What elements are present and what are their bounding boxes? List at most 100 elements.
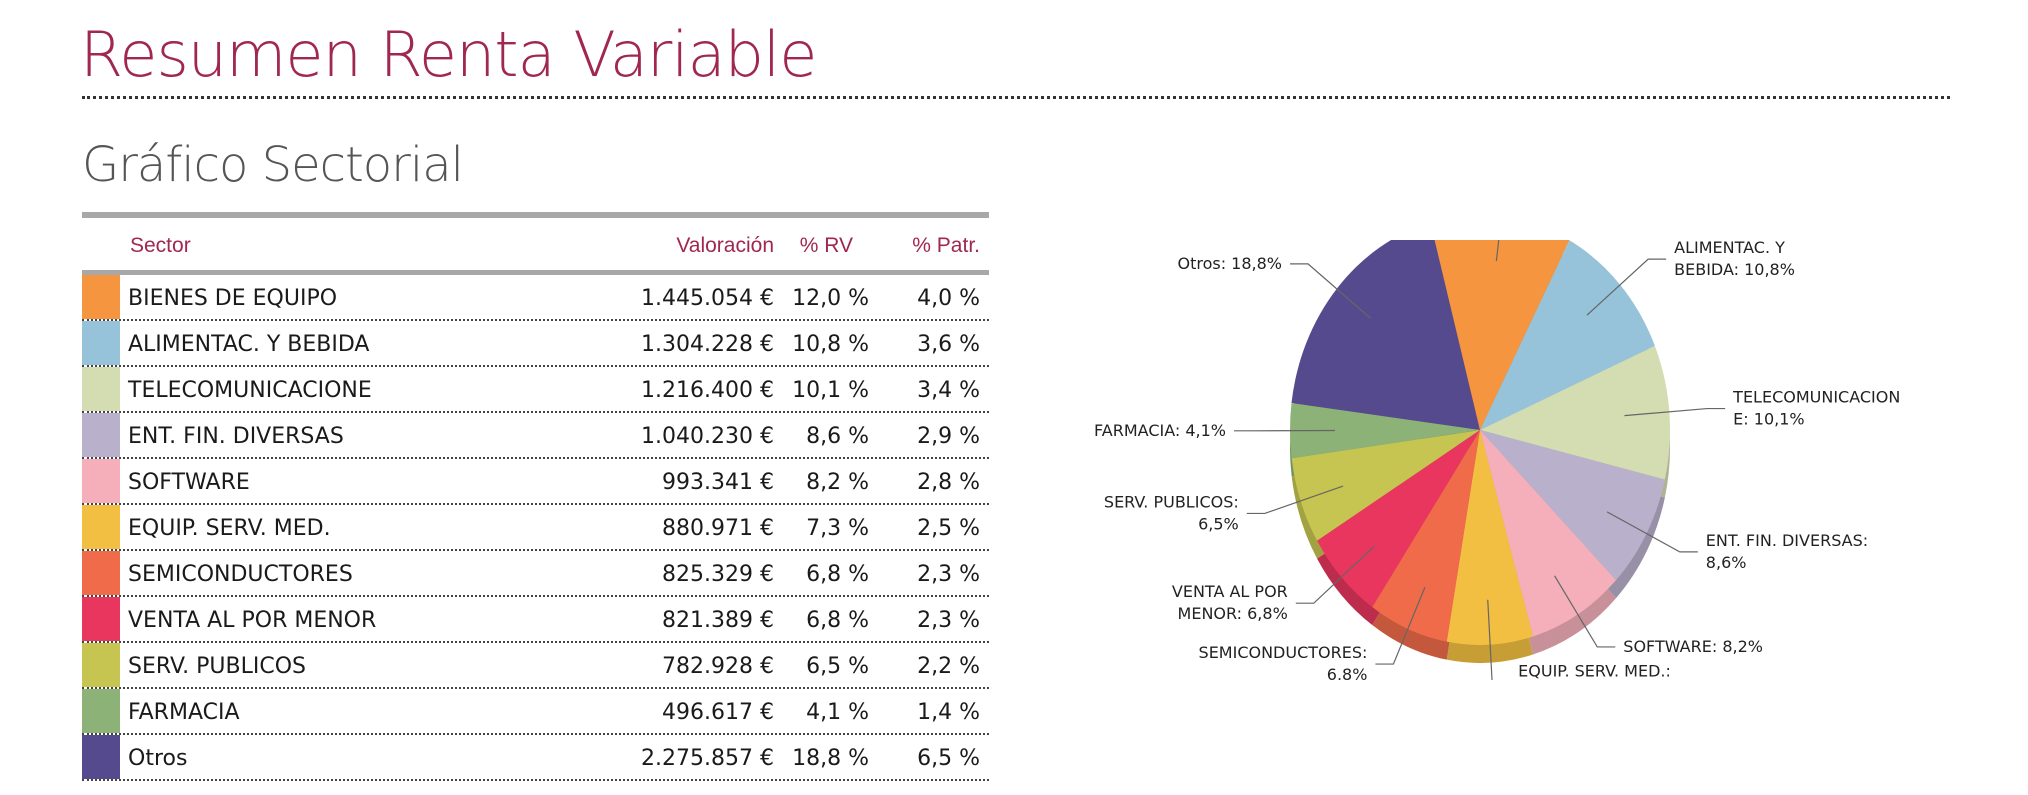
slice-label: SERV. PUBLICOS: (1104, 492, 1239, 511)
valoracion-cell: 2.275.857 € (641, 746, 774, 771)
leader-line (1295, 545, 1375, 604)
leader-line (1246, 485, 1344, 515)
sector-pie-chart: Otros: 18,8%BIENES DE EQUIPO:12,0%ALIMEN… (1094, 240, 1900, 680)
pie-slice (1317, 430, 1480, 608)
color-swatch (82, 505, 120, 549)
patr-percent-cell: 4,0 % (917, 286, 980, 311)
sector-name: SOFTWARE (128, 470, 250, 495)
pie-slice (1480, 430, 1665, 581)
sector-name: ENT. FIN. DIVERSAS (128, 424, 344, 449)
leader-line (1554, 575, 1616, 648)
pie-slice (1480, 430, 1617, 637)
sector-name: TELECOMUNICACIONE (128, 378, 372, 403)
color-swatch (82, 367, 120, 411)
valoracion-cell: 1.040.230 € (641, 424, 774, 449)
rv-percent-cell: 10,1 % (792, 378, 869, 403)
sector-name: FARMACIA (128, 700, 240, 725)
valoracion-cell: 880.971 € (662, 516, 774, 541)
slice-label: VENTA AL POR (1172, 582, 1288, 601)
leader-line (1586, 258, 1667, 316)
color-swatch (82, 413, 120, 457)
rv-percent-cell: 8,6 % (806, 424, 869, 449)
header-rv: % RV (799, 234, 853, 257)
patr-percent-cell: 2,3 % (917, 608, 980, 633)
slice-label: Otros: 18,8% (1177, 254, 1282, 273)
pie-slice (1446, 430, 1534, 645)
patr-percent-cell: 2,8 % (917, 470, 980, 495)
table-row: VENTA AL POR MENOR 821.389 € 6,8 % 2,3 % (82, 597, 989, 643)
patr-percent-cell: 1,4 % (917, 700, 980, 725)
valoracion-cell: 825.329 € (662, 562, 774, 587)
table-row: BIENES DE EQUIPO 1.445.054 € 12,0 % 4,0 % (82, 275, 989, 321)
sector-name: SEMICONDUCTORES (128, 562, 353, 587)
color-swatch (82, 551, 120, 595)
sector-table: Sector Valoración % RV % Patr. BIENES DE… (82, 212, 989, 781)
slice-label: TELECOMUNICACION (1732, 388, 1900, 407)
rv-percent-cell: 4,1 % (806, 700, 869, 725)
header-patr: % Patr. (912, 234, 980, 257)
table-row: EQUIP. SERV. MED. 880.971 € 7,3 % 2,5 % (82, 505, 989, 551)
slice-label: MENOR: 6,8% (1178, 604, 1288, 623)
table-row: SEMICONDUCTORES 825.329 € 6,8 % 2,3 % (82, 551, 989, 597)
sector-name: SERV. PUBLICOS (128, 654, 306, 679)
rv-percent-cell: 10,8 % (792, 332, 869, 357)
patr-percent-cell: 6,5 % (917, 746, 980, 771)
rv-percent-cell: 6,5 % (806, 654, 869, 679)
pie-slice (1290, 403, 1480, 459)
rv-percent-cell: 18,8 % (792, 746, 869, 771)
patr-percent-cell: 2,9 % (917, 424, 980, 449)
patr-percent-cell: 2,3 % (917, 562, 980, 587)
section-title: Gráfico Sectorial (82, 137, 464, 193)
table-row: ALIMENTAC. Y BEBIDA 1.304.228 € 10,8 % 3,6 … (82, 321, 989, 367)
patr-percent-cell: 2,5 % (917, 516, 980, 541)
valoracion-cell: 993.341 € (662, 470, 774, 495)
rv-percent-cell: 8,2 % (806, 470, 869, 495)
table-row: SOFTWARE 993.341 € 8,2 % 2,8 % (82, 459, 989, 505)
slice-label: FARMACIA: 4,1% (1094, 421, 1226, 440)
color-swatch (82, 689, 120, 733)
header-valoracion: Valoración (676, 234, 774, 257)
leader-line (1624, 407, 1726, 417)
pie-slice (1291, 430, 1480, 541)
valoracion-cell: 496.617 € (662, 700, 774, 725)
patr-percent-cell: 3,6 % (917, 332, 980, 357)
leader-line (1375, 587, 1426, 665)
color-swatch (82, 643, 120, 687)
table-body: BIENES DE EQUIPO 1.445.054 € 12,0 % 4,0 % AL… (82, 275, 989, 781)
table-row: Otros 2.275.857 € 18,8 % 6,5 % (82, 735, 989, 781)
sector-name: BIENES DE EQUIPO (128, 286, 338, 311)
pie-slice (1291, 240, 1480, 430)
table-row: SERV. PUBLICOS 782.928 € 6,5 % 2,2 % (82, 643, 989, 689)
valoracion-cell: 782.928 € (662, 654, 774, 679)
leader-line (1606, 511, 1698, 553)
valoracion-cell: 1.445.054 € (641, 286, 774, 311)
slice-label: EQUIP. SERV. MED.: (1518, 662, 1671, 680)
pie-slice (1480, 345, 1670, 480)
title-divider (82, 96, 1950, 99)
color-swatch (82, 735, 120, 779)
slice-label: 6,8% (1327, 665, 1368, 680)
patr-percent-cell: 2,2 % (917, 654, 980, 679)
color-swatch (82, 597, 120, 641)
pie-slice (1434, 240, 1570, 430)
leader-line (1487, 599, 1493, 680)
slice-label: SEMICONDUCTORES: (1199, 643, 1368, 662)
slice-label: BEBIDA: 10,8% (1674, 260, 1795, 279)
rv-percent-cell: 6,8 % (806, 562, 869, 587)
slice-label: 6,5% (1198, 514, 1239, 533)
valoracion-cell: 1.216.400 € (641, 378, 774, 403)
valoracion-cell: 821.389 € (662, 608, 774, 633)
valoracion-cell: 1.304.228 € (641, 332, 774, 357)
color-swatch (82, 321, 120, 365)
slice-label: SOFTWARE: 8,2% (1623, 637, 1763, 656)
leader-line (1290, 263, 1372, 319)
page-title: Resumen Renta Variable (80, 18, 817, 91)
slice-label: ENT. FIN. DIVERSAS: (1706, 531, 1868, 550)
pie-slice (1372, 430, 1480, 642)
sector-name: ALIMENTAC. Y BEBIDA (128, 332, 370, 357)
color-swatch (82, 275, 120, 319)
slice-label: 8,6% (1706, 553, 1747, 572)
table-row: TELECOMUNICACIONE 1.216.400 € 10,1 % 3,4 % (82, 367, 989, 413)
rv-percent-cell: 12,0 % (792, 286, 869, 311)
slice-label: ALIMENTAC. Y (1674, 240, 1785, 257)
